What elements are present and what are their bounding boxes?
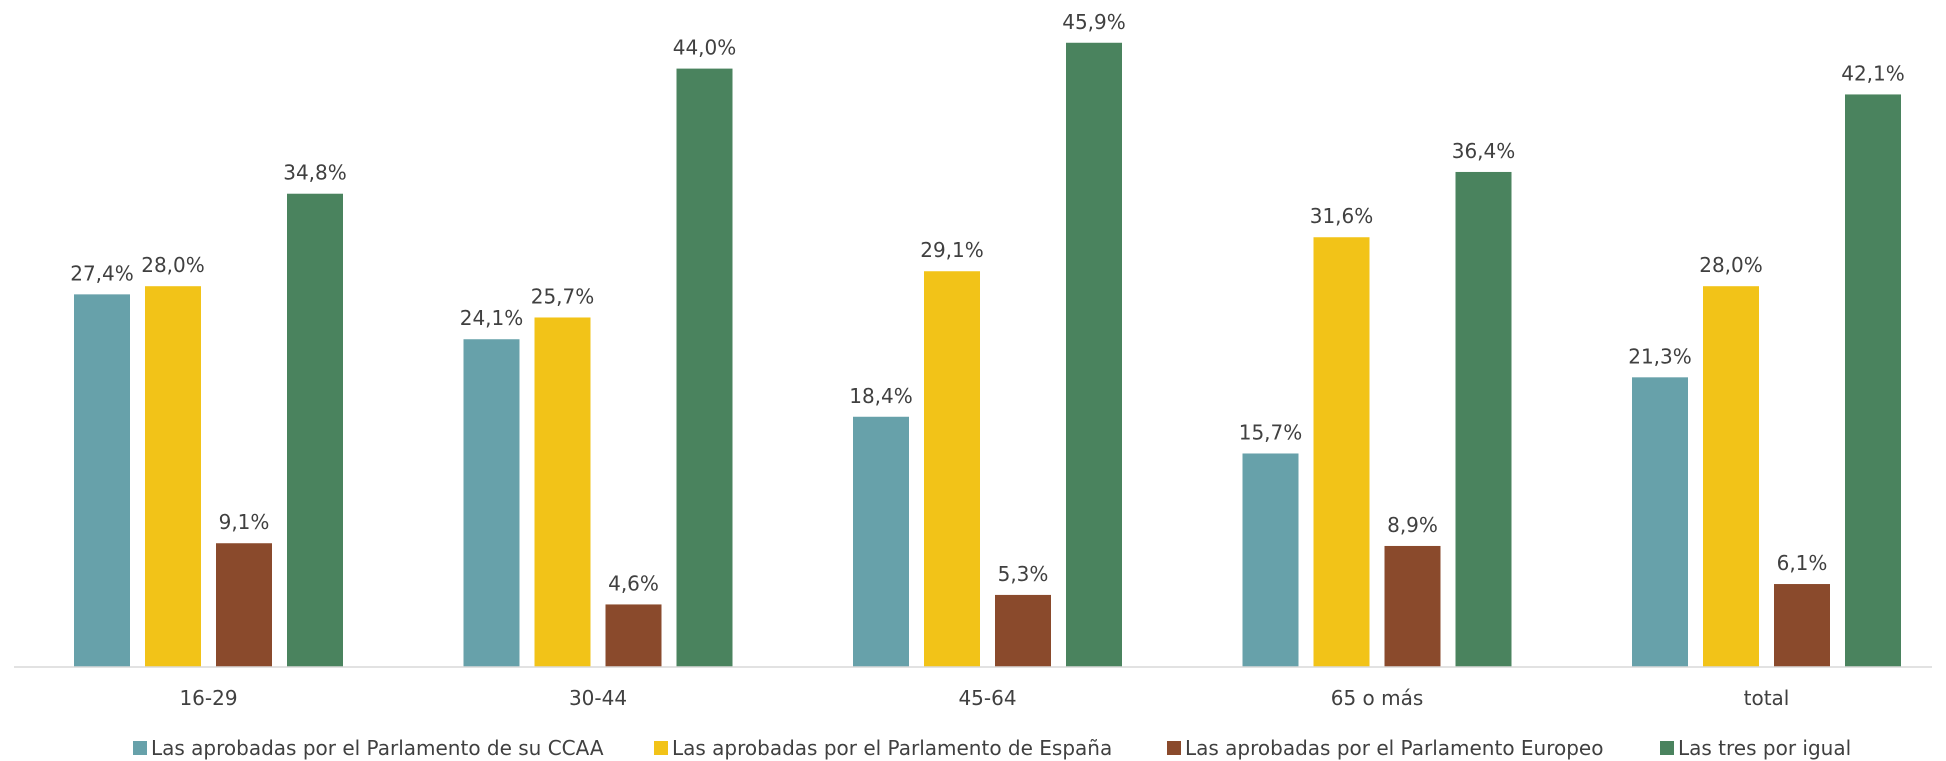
x-tick-label: 45-64 <box>958 686 1016 710</box>
data-label: 21,3% <box>1628 344 1692 368</box>
bar-65-o-más-series-1 <box>1313 237 1370 668</box>
data-label: 24,1% <box>460 306 524 330</box>
data-label: 6,1% <box>1777 551 1828 575</box>
value-labels-layer: 27,4% 28,0% 9,1% 34,8% 24,1% 25,7% 4,6% 44,0% 18… <box>70 10 1905 596</box>
bars-layer <box>74 42 1901 668</box>
x-tick-label: 30-44 <box>569 686 627 710</box>
bar-16-29-series-3 <box>287 193 343 667</box>
data-label: 29,1% <box>920 238 984 262</box>
bar-45-64-series-2 <box>995 594 1051 667</box>
x-tick-label: 65 o más <box>1331 686 1424 710</box>
bar-30-44-series-2 <box>605 604 662 667</box>
legend-entry: Las aprobadas por el Parlamento Europeo <box>1185 736 1603 760</box>
data-label: 18,4% <box>849 384 913 408</box>
bar-65-o-más-series-0 <box>1242 453 1299 667</box>
legend-entry: Las aprobadas por el Parlamento de su CC… <box>151 736 604 760</box>
legend-swatch <box>133 741 147 755</box>
bar-45-64-series-3 <box>1066 42 1122 667</box>
data-label: 28,0% <box>141 253 205 277</box>
data-label: 27,4% <box>70 261 134 285</box>
data-label: 45,9% <box>1062 10 1126 34</box>
bar-45-64-series-0 <box>853 416 909 667</box>
bar-total-series-1 <box>1703 286 1759 667</box>
data-label: 25,7% <box>531 284 595 308</box>
x-tick-label: total <box>1744 686 1790 710</box>
x-tick-label: 16-29 <box>179 686 237 710</box>
bar-16-29-series-1 <box>145 286 201 667</box>
data-label: 4,6% <box>608 571 659 595</box>
data-label: 8,9% <box>1387 513 1438 537</box>
data-label: 28,0% <box>1699 253 1763 277</box>
legend-entry: Las tres por igual <box>1678 736 1851 760</box>
data-label: 34,8% <box>283 161 347 185</box>
bar-30-44-series-0 <box>463 339 520 667</box>
data-label: 5,3% <box>998 562 1049 586</box>
legend-entry: Las aprobadas por el Parlamento de Españ… <box>672 736 1112 760</box>
legend: Las aprobadas por el Parlamento de su CC… <box>133 736 1851 760</box>
bar-30-44-series-3 <box>676 68 733 668</box>
bar-45-64-series-1 <box>924 271 980 667</box>
bar-16-29-series-0 <box>74 294 130 667</box>
data-label: 42,1% <box>1841 61 1905 85</box>
legend-swatch <box>654 741 668 755</box>
data-label: 36,4% <box>1452 139 1516 163</box>
bar-total-series-3 <box>1845 94 1901 667</box>
data-label: 44,0% <box>673 36 737 60</box>
bar-16-29-series-2 <box>216 543 272 667</box>
bar-65-o-más-series-2 <box>1384 545 1441 667</box>
data-label: 31,6% <box>1310 204 1374 228</box>
x-tick-labels: 16-29 30-44 45-64 65 o más total <box>179 686 1789 710</box>
bar-30-44-series-1 <box>534 317 591 667</box>
data-label: 15,7% <box>1239 420 1303 444</box>
bar-total-series-2 <box>1774 584 1830 667</box>
legend-swatch <box>1167 741 1181 755</box>
bar-total-series-0 <box>1632 377 1688 667</box>
legend-swatch <box>1660 741 1674 755</box>
data-label: 9,1% <box>219 510 270 534</box>
bar-65-o-más-series-3 <box>1455 171 1512 667</box>
